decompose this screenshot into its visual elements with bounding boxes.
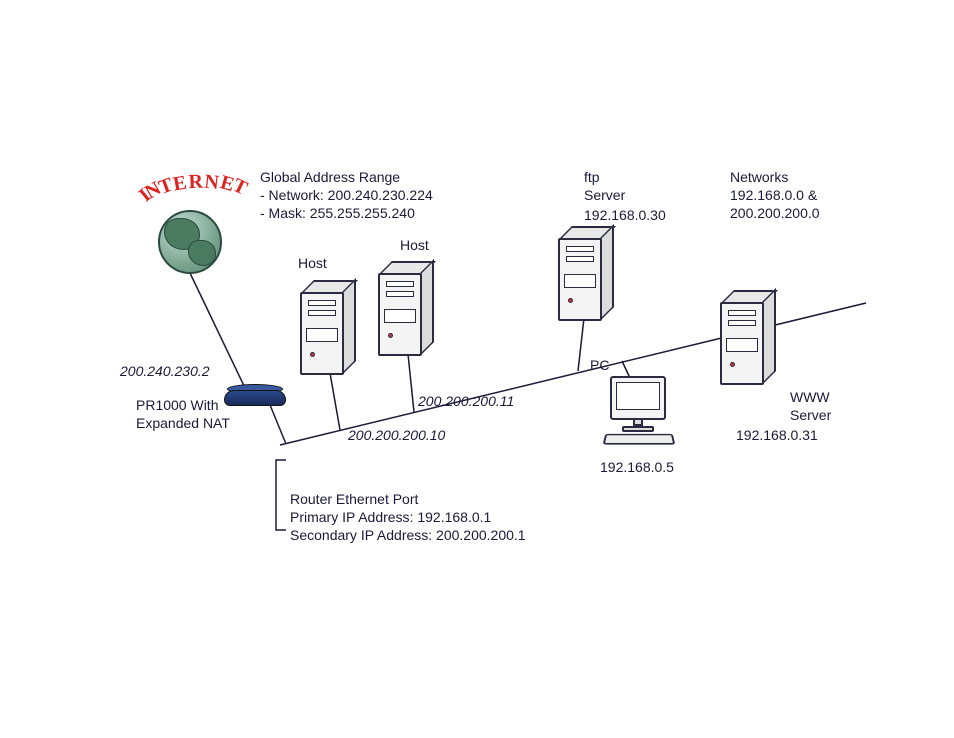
gar-net: - Network: 200.240.230.224 xyxy=(260,186,433,204)
host1-label: Host xyxy=(298,254,327,272)
pc-ip: 192.168.0.5 xyxy=(600,458,674,476)
ftp-title: ftp Server xyxy=(584,168,625,204)
host2-ip: 200.200.200.11 xyxy=(418,392,514,410)
pc-title: PC xyxy=(590,356,609,374)
router-icon xyxy=(224,384,286,408)
networks-line: 192.168.0.0 & 200.200.200.0 xyxy=(730,186,820,222)
internet-arc-text: INTERNET xyxy=(122,174,263,202)
gar-title: Global Address Range xyxy=(260,168,400,186)
internet-globe-icon xyxy=(158,210,222,274)
rep-l1: Primary IP Address: 192.168.0.1 xyxy=(290,508,491,526)
host1-ip: 200.200.200.10 xyxy=(348,426,445,444)
www-ip: 192.168.0.31 xyxy=(736,426,818,444)
rep-title: Router Ethernet Port xyxy=(290,490,418,508)
router-ip-label: 200.240.230.2 xyxy=(120,362,210,380)
ftp-ip: 192.168.0.30 xyxy=(584,206,666,224)
networks-title: Networks xyxy=(730,168,788,186)
www-server-icon xyxy=(720,290,780,385)
host2-label: Host xyxy=(400,236,429,254)
www-title: WWW Server xyxy=(790,388,831,424)
router-name: PR1000 With Expanded NAT xyxy=(136,396,230,432)
host1-server-icon xyxy=(300,280,360,375)
host2-server-icon xyxy=(378,261,438,356)
ftp-server-icon xyxy=(558,226,618,321)
gar-mask: - Mask: 255.255.255.240 xyxy=(260,204,415,222)
rep-l2: Secondary IP Address: 200.200.200.1 xyxy=(290,526,526,544)
